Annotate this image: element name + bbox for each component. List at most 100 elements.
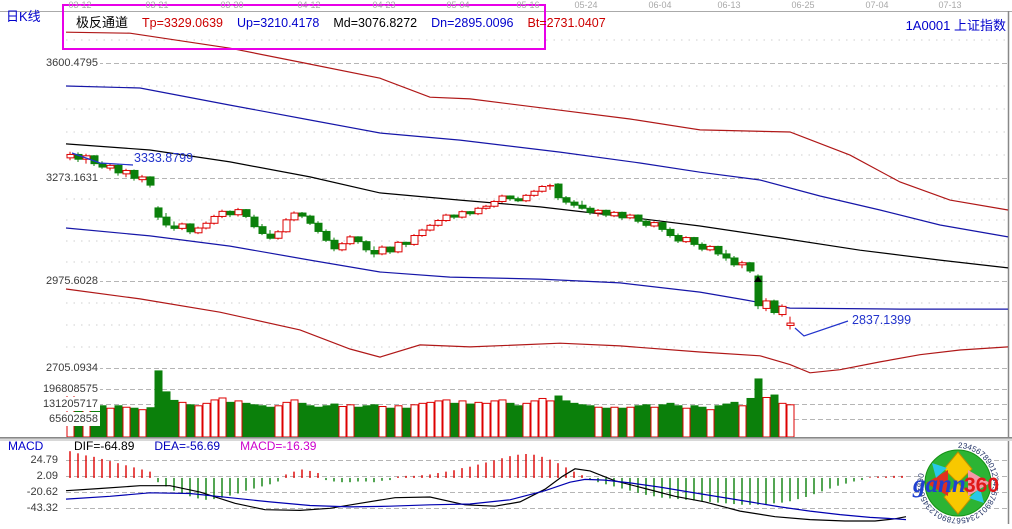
logo-pink-arrow-icon	[968, 470, 990, 496]
volume-bar	[282, 401, 291, 438]
date-tick-label: 04-12	[297, 0, 321, 10]
panel-separator	[0, 437, 1012, 439]
candle-body	[730, 257, 739, 266]
candle-body	[610, 211, 619, 217]
volume-bar	[498, 399, 507, 438]
candle-body	[442, 214, 451, 222]
candle-body	[506, 195, 515, 200]
channel-line-tp	[65, 31, 1009, 211]
candle-body	[274, 231, 283, 239]
logo-red-arrow-icon	[926, 470, 948, 496]
candle-body	[114, 164, 123, 174]
channel-line-md	[65, 143, 1009, 269]
candle-body	[338, 243, 347, 251]
volume-bar	[130, 407, 139, 438]
candle-body	[754, 275, 763, 307]
candle-body	[306, 215, 315, 224]
candle-body	[490, 200, 499, 207]
volume-bar	[242, 402, 251, 438]
candle-body	[674, 235, 683, 242]
candle-body	[138, 176, 147, 181]
volume-bar	[370, 404, 379, 438]
candle-body	[346, 236, 355, 245]
volume-bar	[258, 405, 267, 438]
volume-bar	[674, 405, 683, 438]
volume-bar	[626, 406, 635, 438]
axis-tick-label: -43.32	[0, 501, 60, 515]
date-tick-label: 03-21	[145, 0, 169, 10]
macd-header: MACD DIF=-64.89 DEA=-56.69 MACD=-16.39	[0, 439, 900, 453]
volume-bar	[762, 396, 771, 438]
candle-body	[426, 224, 435, 231]
macd-dif-line	[65, 468, 907, 522]
candle-body	[218, 210, 227, 217]
volume-bar	[298, 402, 307, 438]
candle-body	[402, 241, 411, 245]
candle-body	[474, 207, 483, 215]
candle-body	[362, 241, 371, 251]
candle-body	[602, 209, 611, 216]
price-annotation-high: 3333.8799	[134, 151, 194, 165]
axis-tick-label: 65602858	[0, 412, 100, 426]
volume-bar	[202, 402, 211, 438]
axis-tick-label: 196808575	[0, 382, 100, 396]
date-tick-label: 05-16	[516, 0, 540, 10]
candle-body	[706, 245, 715, 251]
candle-body	[194, 227, 203, 234]
candle-body	[154, 207, 163, 218]
channel-line-dn	[65, 227, 1008, 310]
candle-body	[554, 183, 563, 199]
volume-bar	[274, 405, 283, 438]
candle-body	[778, 305, 787, 316]
volume-bar	[418, 402, 427, 438]
volume-bar	[250, 404, 259, 438]
volume-bar	[234, 400, 243, 438]
volume-bar	[714, 405, 723, 438]
volume-bar	[386, 407, 395, 438]
volume-bar	[658, 404, 667, 438]
volume-bar	[306, 405, 315, 438]
candle-body	[498, 195, 507, 202]
volume-bar	[650, 406, 659, 438]
candle-body	[290, 212, 299, 221]
channel-line-up	[65, 85, 1009, 238]
volume-bar	[378, 406, 387, 438]
volume-bar	[186, 404, 195, 438]
macd-values: DIF=-64.89 DEA=-56.69 MACD=-16.39	[74, 439, 316, 453]
volume-bar	[770, 394, 779, 438]
candle-body	[538, 185, 547, 192]
candle-body	[226, 210, 235, 216]
candle-body	[594, 209, 603, 214]
panel-separator-shade	[0, 438, 1012, 441]
volume-bar	[482, 402, 491, 438]
candle-body	[634, 214, 643, 222]
candle-body	[250, 216, 259, 228]
volume-bar	[706, 409, 715, 438]
indicator-value: Md=3076.8272	[333, 16, 418, 30]
date-tick-label: 05-24	[574, 0, 598, 10]
volume-bar	[266, 406, 275, 438]
macd-value: DEA=-56.69	[154, 439, 221, 453]
candle-body	[410, 235, 419, 245]
date-tick-label: 07-04	[865, 0, 889, 10]
axis-tick-label: 24.79	[0, 453, 60, 467]
volume-bar	[634, 405, 643, 438]
volume-bar	[754, 378, 763, 438]
axis-tick-label: 2975.6028	[0, 274, 100, 288]
candle-body	[522, 194, 531, 202]
macd-value: MACD=-16.39	[240, 439, 317, 453]
candle-body	[698, 243, 707, 250]
candle-body	[202, 222, 211, 229]
candle-body	[394, 241, 403, 253]
volume-bar	[514, 405, 523, 438]
candle-body	[682, 237, 691, 243]
indicator-value: Dn=2895.0096	[431, 16, 514, 30]
volume-bar	[698, 406, 707, 438]
volume-bar	[618, 407, 627, 438]
volume-bar	[442, 399, 451, 438]
candle-body	[658, 222, 667, 230]
indicator-box: 极反通道 Tp=3329.0639 Up=3210.4178 Md=3076.827…	[62, 4, 606, 50]
instrument-label: 1A0001 上证指数	[905, 18, 1006, 33]
candle-body	[354, 236, 363, 243]
